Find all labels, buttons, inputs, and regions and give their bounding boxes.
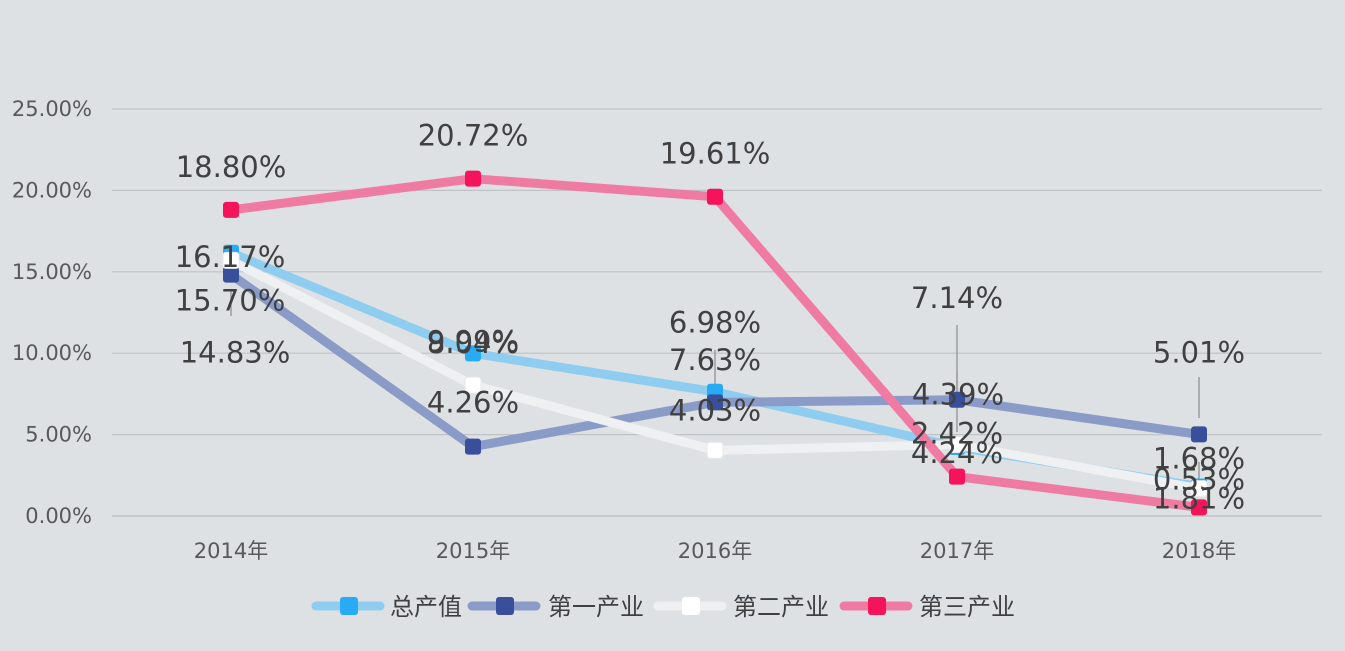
legend-layer: 总产值 第一产业 第二产业 第三产业 <box>311 593 1015 621</box>
y-tick-label: 25.00% <box>12 97 92 121</box>
data-label: 14.83% <box>180 336 291 370</box>
data-label: 2.42% <box>911 417 1003 451</box>
label-layer: 16.17% 9.99% 7.63% 4.24% 1.81% 14.83% 4.26% 6.9… <box>175 119 1245 516</box>
y-tick-label: 5.00% <box>25 423 92 447</box>
y-tick-label: 0.00% <box>25 504 92 528</box>
legend-label: 第二产业 <box>733 593 829 621</box>
data-label: 9.99% <box>427 324 519 358</box>
data-label: 5.01% <box>1153 335 1245 369</box>
series-marker <box>707 394 723 411</box>
data-label: 1.68% <box>1153 442 1245 476</box>
data-label: 6.98% <box>669 305 761 339</box>
data-label: 18.80% <box>176 150 287 184</box>
series-marker <box>706 441 724 459</box>
x-tick-label: 2015年 <box>436 539 510 563</box>
series-marker <box>222 251 240 269</box>
data-label: 7.63% <box>669 343 761 377</box>
legend-swatch-marker <box>868 597 886 615</box>
legend-swatch-marker <box>496 597 514 615</box>
y-tick-label: 15.00% <box>12 260 92 284</box>
data-label: 4.24% <box>911 436 1003 470</box>
series-marker <box>223 201 239 218</box>
x-tick-label: 2016年 <box>678 539 752 563</box>
series-marker <box>465 345 481 362</box>
series-marker <box>949 391 965 408</box>
legend-swatch-marker <box>340 597 358 615</box>
data-label: 8.04% <box>427 326 519 360</box>
series-marker <box>465 438 481 455</box>
legend-label: 总产值 <box>390 593 462 621</box>
data-label: 4.39% <box>912 378 1004 412</box>
legend-item[interactable]: 第一产业 <box>467 593 644 621</box>
data-label: 4.03% <box>669 393 761 427</box>
x-tick-label: 2017年 <box>920 539 994 563</box>
series-marker <box>1190 480 1208 498</box>
series-marker <box>707 188 723 205</box>
data-label: 1.81% <box>1153 482 1245 516</box>
legend-swatch-marker <box>682 597 700 615</box>
x-tick-label: 2014年 <box>194 539 268 563</box>
series-marker <box>464 376 482 394</box>
legend-label: 第三产业 <box>919 593 1015 621</box>
y-tick-label: 10.00% <box>12 341 92 365</box>
series-marker <box>465 170 481 187</box>
series-marker <box>1191 499 1207 516</box>
legend-item[interactable]: 第三产业 <box>839 593 1015 621</box>
series-marker <box>948 436 966 454</box>
data-label: 19.61% <box>660 137 771 171</box>
series-marker <box>223 266 239 283</box>
data-label: 0.53% <box>1153 462 1245 496</box>
data-label: 16.17% <box>175 240 286 274</box>
series-marker <box>949 468 965 485</box>
data-label: 4.26% <box>427 386 519 420</box>
data-label: 20.72% <box>418 119 529 153</box>
legend-label: 第一产业 <box>548 593 644 621</box>
legend-item[interactable]: 第二产业 <box>653 593 829 621</box>
legend-item[interactable]: 总产值 <box>311 593 462 621</box>
data-label: 7.14% <box>911 281 1003 315</box>
marker-layer <box>222 170 1208 516</box>
series-marker <box>1191 426 1207 443</box>
data-label: 15.70% <box>175 283 286 317</box>
y-tick-label: 20.00% <box>12 178 92 202</box>
grid-layer: 0.00% 5.00% 10.00% 15.00% 20.00% 25.00% 2014年 2… <box>12 97 1322 563</box>
x-tick-label: 2018年 <box>1162 539 1236 563</box>
